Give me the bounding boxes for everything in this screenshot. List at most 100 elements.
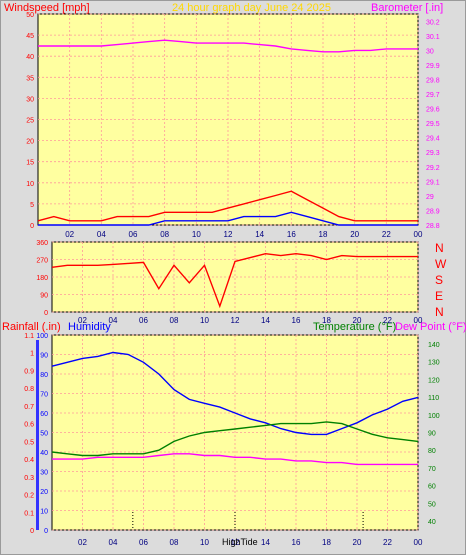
x-tick-label: 22 (382, 230, 391, 239)
windspeed-tick-label: 35 (26, 75, 34, 82)
high-tide-label: HighTide (222, 537, 258, 547)
x-tick-label: 08 (170, 538, 179, 547)
barometer-tick-label: 30.2 (426, 19, 440, 26)
temperature-tick-label: 60 (428, 484, 436, 491)
x-tick-label: 06 (139, 538, 148, 547)
x-tick-label: 12 (231, 316, 240, 325)
direction-tick-label: 180 (36, 275, 48, 282)
windspeed-tick-label: 40 (26, 54, 34, 61)
dew-point-axis-title: Dew Point (°F) (395, 321, 466, 333)
panel-mid-bg (51, 241, 419, 313)
x-tick-label: 14 (261, 538, 270, 547)
humidity-tick-label: 90 (40, 353, 48, 360)
mid-grid (52, 241, 419, 313)
x-tick-label: 14 (261, 316, 270, 325)
windspeed-tick-label: 0 (30, 223, 34, 230)
x-tick-label: 02 (65, 230, 74, 239)
temperature-tick-label: 70 (428, 466, 436, 473)
x-tick-label: 06 (129, 230, 138, 239)
series-wind-speed (38, 211, 418, 226)
windspeed-axis-title: Windspeed [mph] (4, 2, 90, 14)
x-tick-label: 18 (322, 538, 331, 547)
temperature-tick-label: 140 (428, 342, 440, 349)
barometer-tick-label: 29.6 (426, 107, 440, 114)
barometer-tick-label: 30.1 (426, 34, 440, 41)
barometer-tick-label: 28.8 (426, 223, 440, 230)
temperature-axis-title: Temperature (°F) (313, 321, 396, 333)
x-tick-label: 04 (109, 316, 118, 325)
direction-tick-label: 270 (36, 258, 48, 265)
series-humidity (51, 351, 419, 436)
barometer-tick-label: 29.8 (426, 77, 440, 84)
x-tick-label: 16 (292, 316, 301, 325)
humidity-tick-label: 70 (40, 392, 48, 399)
chart-title: 24 hour graph day June 24 2025 (172, 2, 331, 14)
series-wind-direction (51, 252, 418, 309)
direction-tick-label: 90 (40, 293, 48, 300)
barometer-tick-label: 28.9 (426, 208, 440, 215)
x-tick-label: 04 (97, 230, 106, 239)
x-tick-label: 10 (192, 230, 201, 239)
x-tick-label: 18 (319, 230, 328, 239)
rainfall-tick-label: 0.6 (24, 422, 34, 429)
x-tick-label: 22 (383, 316, 392, 325)
barometer-tick-label: 29.7 (426, 92, 440, 99)
series-barometer (38, 39, 418, 53)
windspeed-tick-label: 50 (26, 12, 34, 19)
barometer-tick-label: 29.2 (426, 165, 440, 172)
barometer-tick-label: 29.5 (426, 121, 440, 128)
temperature-tick-label: 120 (428, 377, 440, 384)
x-tick-label: 20 (353, 316, 362, 325)
humidity-tick-label: 30 (40, 470, 48, 477)
humidity-tick-label: 40 (40, 450, 48, 457)
windspeed-tick-label: 25 (26, 118, 34, 125)
windspeed-tick-label: 5 (30, 202, 34, 209)
temperature-tick-label: 40 (428, 519, 436, 526)
rainfall-axis-title: Rainfall (.in) (2, 321, 61, 333)
humidity-tick-label: 20 (40, 489, 48, 496)
x-tick-label: 10 (200, 316, 209, 325)
barometer-tick-label: 30 (426, 48, 434, 55)
direction-label-e: E (435, 289, 443, 303)
x-tick-label: 16 (287, 230, 296, 239)
humidity-tick-label: 60 (40, 411, 48, 418)
x-tick-label: 14 (255, 230, 264, 239)
rainfall-tick-label: 0.2 (24, 493, 34, 500)
rain-axis-bar (36, 340, 39, 530)
barometer-tick-label: 29.9 (426, 63, 440, 70)
rainfall-tick-label: 0 (30, 528, 34, 535)
temperature-tick-label: 100 (428, 413, 440, 420)
rainfall-tick-label: 0.4 (24, 457, 34, 464)
windspeed-tick-label: 45 (26, 33, 34, 40)
rainfall-tick-label: 0.1 (24, 510, 34, 517)
temperature-tick-label: 50 (428, 501, 436, 508)
x-tick-label: 06 (139, 316, 148, 325)
rainfall-tick-label: 0.9 (24, 368, 34, 375)
x-tick-label: 04 (109, 538, 118, 547)
barometer-tick-label: 29.4 (426, 136, 440, 143)
rainfall-tick-label: 0.8 (24, 386, 34, 393)
x-tick-label: 12 (224, 230, 233, 239)
x-tick-label: 00 (414, 230, 423, 239)
barometer-tick-label: 29.3 (426, 150, 440, 157)
x-tick-label: 16 (292, 538, 301, 547)
x-tick-label: 20 (350, 230, 359, 239)
humidity-tick-label: 100 (36, 333, 48, 340)
x-tick-label: 12 (231, 538, 240, 547)
temperature-tick-label: 130 (428, 360, 440, 367)
x-tick-label: 00 (414, 316, 423, 325)
rainfall-tick-label: 0.5 (24, 439, 34, 446)
x-tick-label: 10 (200, 538, 209, 547)
humidity-tick-label: 0 (44, 528, 48, 535)
rainfall-tick-label: 0.7 (24, 404, 34, 411)
direction-tick-label: 0 (44, 310, 48, 317)
direction-tick-label: 360 (36, 240, 48, 247)
x-tick-label: 22 (383, 538, 392, 547)
x-tick-label: 18 (322, 316, 331, 325)
barometer-tick-label: 29.1 (426, 179, 440, 186)
direction-label-s: S (435, 273, 443, 287)
windspeed-tick-label: 30 (26, 96, 34, 103)
series-dew-point (52, 453, 418, 466)
